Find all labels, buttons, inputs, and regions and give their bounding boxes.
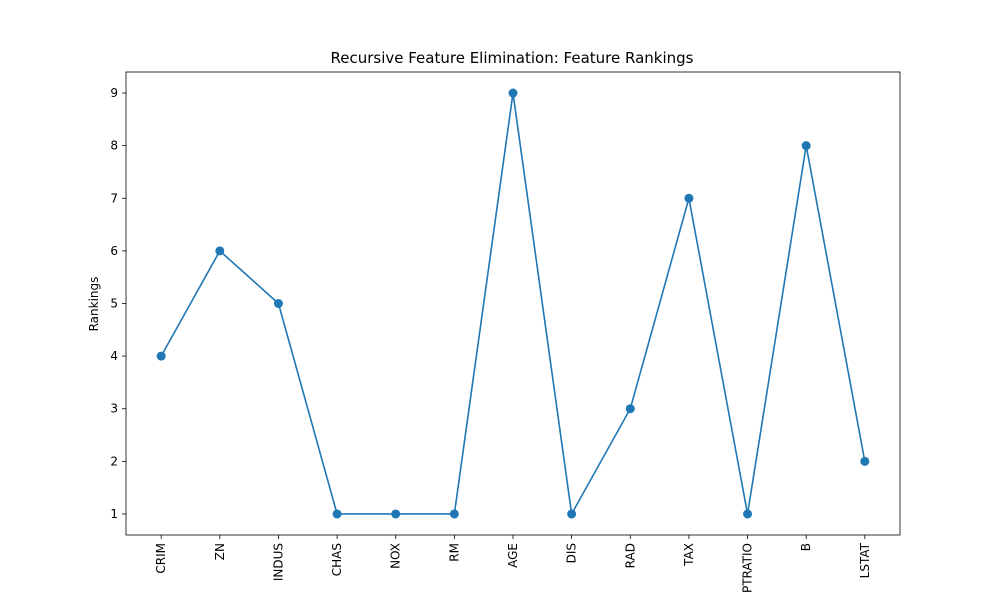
x-tick-label: NOX: [389, 543, 403, 569]
data-point: [156, 351, 166, 361]
plot-area-frame: [125, 71, 901, 536]
x-tick-label: B: [799, 543, 813, 551]
x-tick-label: PTRATIO: [741, 543, 755, 593]
x-tick-label: LSTAT: [858, 542, 872, 578]
y-tick-label: 2: [110, 454, 118, 468]
plot-layer: 1 2 3 4 5 6 7 8 9 CRIM ZN INDUS CHAS NOX RM AGE DIS RAD TA…: [110, 71, 901, 593]
data-point: [567, 509, 577, 519]
data-point: [332, 509, 342, 519]
data-point: [801, 141, 811, 151]
y-tick-label: 1: [110, 507, 118, 521]
y-tick-label: 4: [110, 349, 118, 363]
chart-title: Recursive Feature Elimination: Feature R…: [331, 49, 694, 67]
data-point: [508, 88, 518, 98]
data-point: [625, 404, 635, 414]
x-tick-label: ZN: [213, 543, 227, 560]
data-point: [860, 456, 870, 466]
y-tick-label: 9: [110, 86, 118, 100]
y-axis-label: Rankings: [87, 277, 101, 332]
data-point: [743, 509, 753, 519]
y-tick-label: 3: [110, 402, 118, 416]
x-tick-label: CHAS: [330, 543, 344, 576]
data-point: [215, 246, 225, 256]
x-tick-label: AGE: [506, 543, 520, 568]
data-point: [273, 299, 283, 308]
x-tick-label: RAD: [623, 543, 637, 568]
x-tick-label: CRIM: [154, 543, 168, 574]
data-point: [391, 509, 401, 519]
data-point: [684, 193, 694, 203]
x-tick-label: TAX: [682, 543, 696, 567]
y-tick-label: 5: [110, 297, 118, 311]
data-point: [449, 509, 459, 519]
y-tick-label: 6: [110, 244, 118, 258]
series-line: [160, 92, 866, 517]
x-tick-label: DIS: [565, 543, 579, 563]
x-tick-label: INDUS: [271, 543, 285, 581]
y-tick-label: 8: [110, 139, 118, 153]
x-tick-label: RM: [447, 543, 461, 562]
y-tick-label: 7: [110, 191, 118, 205]
